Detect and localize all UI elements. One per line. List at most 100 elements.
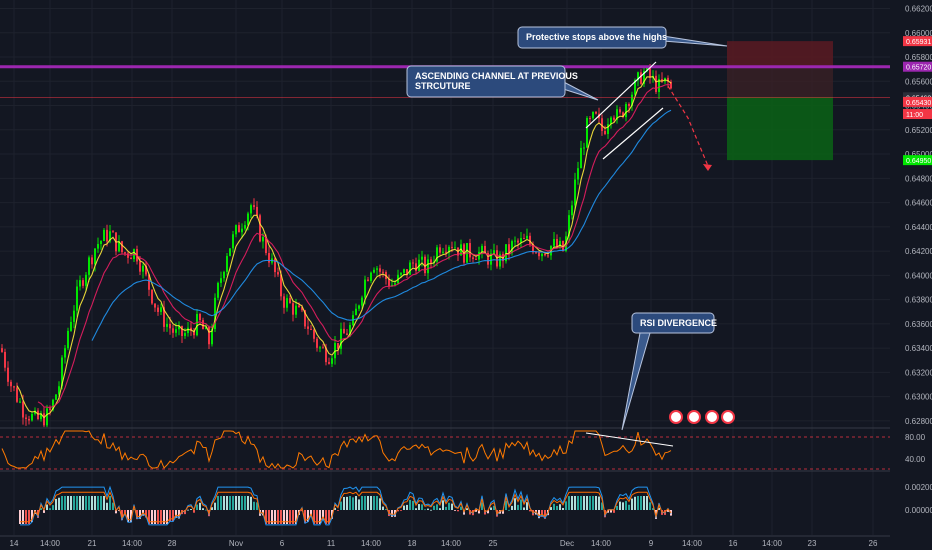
macd-histogram-bar: [439, 508, 441, 510]
candle-body: [628, 104, 630, 107]
candle-body: [229, 248, 231, 256]
macd-histogram-bar: [559, 504, 561, 510]
time-tick-label: 14:00: [591, 539, 612, 548]
macd-histogram-bar: [103, 496, 105, 510]
price-tick-label: 0.63600: [905, 320, 932, 329]
macd-histogram-bar: [454, 510, 456, 511]
macd-histogram-bar: [391, 510, 393, 517]
macd-histogram-bar: [121, 510, 123, 521]
moving-average-line: [37, 83, 672, 409]
candle-body: [583, 147, 585, 149]
candle-body: [604, 130, 606, 135]
macd-histogram-bar: [148, 510, 150, 524]
channel-upper-line: [585, 61, 657, 129]
candle-body: [100, 240, 102, 245]
candle-body: [409, 262, 411, 275]
channel-callout-text: STRCUTURE: [415, 81, 471, 91]
macd-histogram-bar: [157, 510, 159, 524]
economic-event-icon[interactable]: [721, 410, 735, 424]
macd-histogram-bar: [319, 510, 321, 524]
price-tick-label: 0.65600: [905, 77, 932, 86]
macd-histogram-bar: [190, 509, 192, 510]
macd-histogram-bar: [658, 507, 660, 510]
candle-body: [121, 241, 123, 253]
macd-histogram-bar: [475, 510, 477, 512]
macd-histogram-bar: [529, 510, 531, 512]
macd-histogram-bar: [436, 504, 438, 510]
macd-histogram-bar: [94, 496, 96, 510]
candle-body: [478, 251, 480, 260]
candle-body: [298, 305, 300, 308]
macd-line: [20, 485, 672, 526]
candle-body: [421, 256, 423, 260]
macd-histogram-bar: [619, 501, 621, 510]
macd-histogram-bar: [109, 496, 111, 510]
macd-histogram-bar: [22, 510, 24, 524]
rsi-callout-box: [631, 312, 715, 334]
candle-body: [328, 362, 330, 364]
candle-body: [346, 333, 348, 335]
macd-histogram-bar: [100, 496, 102, 510]
economic-event-icon[interactable]: [705, 410, 719, 424]
macd-histogram-bar: [220, 496, 222, 510]
candle-body: [394, 283, 396, 285]
candle-body: [607, 124, 609, 135]
channel-callout-text: ASCENDING CHANNEL AT PREVIOUS: [415, 71, 578, 81]
macd-histogram-bar: [523, 507, 525, 510]
candle-body: [157, 307, 159, 312]
candle-body: [487, 252, 489, 265]
candle-body: [526, 235, 528, 239]
candle-body: [97, 244, 99, 249]
candle-body: [631, 94, 633, 107]
macd-histogram-bar: [490, 507, 492, 510]
time-tick-label: 11: [327, 539, 336, 548]
macd-histogram-bar: [202, 508, 204, 510]
candle-body: [70, 321, 72, 331]
candle-body: [274, 258, 276, 273]
macd-histogram-bar: [322, 510, 324, 520]
price-tick-label: 0.65200: [905, 126, 932, 135]
candle-body: [160, 307, 162, 312]
macd-histogram-bar: [430, 509, 432, 511]
candle-body: [382, 271, 384, 273]
candle-body: [109, 231, 111, 242]
price-tick-label: 0.66000: [905, 29, 932, 38]
candle-body: [481, 245, 483, 252]
candle-body: [130, 257, 132, 260]
candle-body: [319, 347, 321, 349]
candle-body: [67, 330, 69, 349]
candle-body: [250, 205, 252, 214]
macd-histogram-bar: [49, 508, 51, 510]
macd-histogram-bar: [55, 498, 57, 510]
macd-histogram-bar: [487, 510, 489, 514]
candle-body: [571, 205, 573, 216]
candle-body: [151, 289, 153, 304]
candle-body: [448, 246, 450, 253]
macd-histogram-bar: [499, 510, 501, 514]
macd-histogram-bar: [238, 496, 240, 510]
economic-event-icon[interactable]: [669, 410, 683, 424]
macd-histogram-bar: [400, 510, 402, 511]
candle-body: [553, 238, 555, 246]
candle-body: [241, 228, 243, 233]
macd-histogram-bar: [82, 496, 84, 510]
macd-histogram-bar: [595, 496, 597, 510]
candle-body: [295, 305, 297, 315]
macd-histogram-bar: [166, 510, 168, 524]
candle-body: [451, 246, 453, 248]
macd-histogram-bar: [133, 508, 135, 510]
macd-histogram-bar: [280, 510, 282, 524]
macd-histogram-bar: [607, 510, 609, 513]
moving-average-line: [16, 76, 672, 419]
candle-body: [82, 280, 84, 286]
price-axis[interactable]: 0.662000.660000.658000.656000.654000.652…: [890, 0, 932, 550]
economic-event-icon[interactable]: [687, 410, 701, 424]
candle-body: [511, 241, 513, 254]
macd-histogram-bar: [379, 498, 381, 510]
projection-arrowhead: [703, 164, 712, 171]
time-axis[interactable]: 14 14:00 21 14:00 28 Nov 6 11 14:00 18 14:00 25 Dec 1…: [10, 539, 878, 548]
candle-body: [373, 269, 375, 273]
macd-histogram-bar: [175, 510, 177, 518]
stops-callout: Protective stops above the highs: [517, 26, 728, 49]
